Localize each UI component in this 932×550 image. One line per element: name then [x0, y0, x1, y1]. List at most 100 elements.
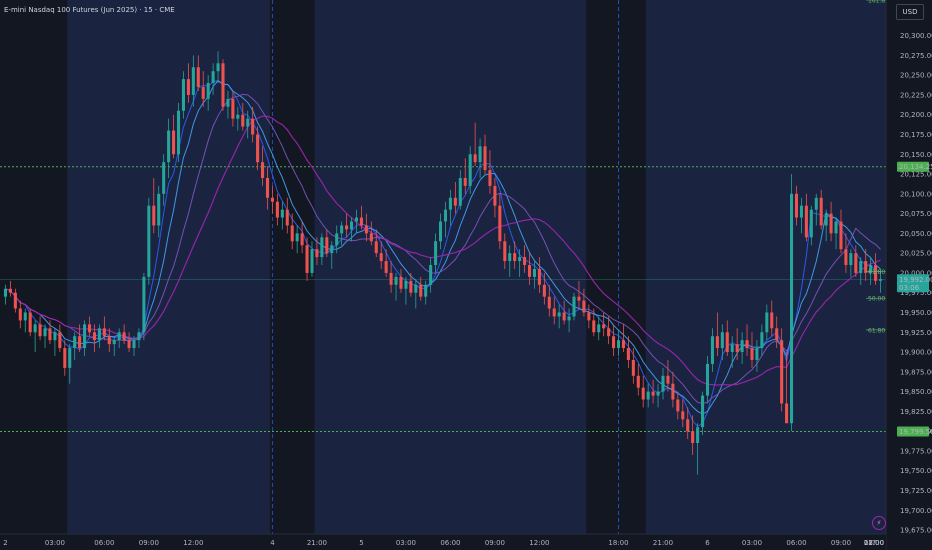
candle-body — [211, 71, 215, 84]
candle — [854, 245, 858, 277]
candle — [265, 166, 270, 210]
candle-body — [696, 427, 700, 444]
candle-body — [874, 265, 878, 281]
candle-body — [701, 395, 705, 428]
lightning-icon[interactable]: ⚡ — [872, 516, 886, 530]
candle-body — [38, 324, 42, 337]
candle-body — [389, 272, 393, 285]
candle — [740, 332, 744, 364]
candle — [216, 51, 220, 84]
candle — [770, 300, 774, 337]
candle-body — [404, 280, 408, 289]
candle — [13, 288, 17, 313]
candle-body — [236, 114, 240, 119]
candle — [290, 213, 294, 250]
price-tick-label: 19,750.00 — [900, 467, 932, 475]
candle — [112, 336, 116, 356]
candle-body — [285, 209, 289, 226]
time-tick-label: 12:00 — [529, 539, 549, 547]
candle-body — [641, 387, 645, 400]
candle — [671, 371, 675, 408]
candle — [646, 383, 650, 408]
candle-body — [790, 193, 794, 424]
candle-body — [176, 110, 181, 155]
price-tick-label: 20,225.00 — [900, 91, 932, 99]
candle-body — [246, 118, 250, 127]
upper-level-tag-value: 20,134.25 — [899, 163, 932, 171]
candle — [18, 300, 22, 329]
candle — [814, 193, 818, 226]
candle-body — [730, 344, 734, 353]
candle-body — [280, 209, 284, 218]
candle — [23, 308, 27, 333]
candle — [765, 304, 769, 341]
candle-body — [532, 268, 536, 277]
candle-body — [53, 332, 57, 341]
candle-body — [152, 205, 156, 226]
candle — [305, 237, 309, 281]
candle — [478, 138, 482, 178]
candle-body — [443, 209, 448, 222]
candle-body — [429, 265, 433, 285]
price-tick-label: 20,125.00 — [900, 171, 932, 179]
candle-body — [448, 197, 452, 210]
candle-body — [261, 162, 265, 178]
candle — [463, 158, 467, 194]
candle-body — [602, 324, 606, 329]
moving-average-line — [5, 80, 881, 428]
candle-body — [597, 324, 601, 333]
candle — [720, 324, 724, 360]
candle-body — [582, 300, 586, 313]
candle — [483, 134, 487, 175]
candle-body — [162, 162, 166, 194]
candle — [191, 55, 195, 107]
candle — [162, 154, 166, 206]
candle — [755, 340, 759, 372]
price-tick-label: 19,775.00 — [900, 447, 932, 455]
candle-body — [705, 363, 710, 396]
candle-body — [23, 312, 27, 321]
candle-body — [562, 312, 566, 321]
candle-body — [354, 217, 359, 222]
currency-button[interactable]: USD — [896, 4, 924, 20]
candle-body — [8, 288, 12, 293]
time-axis[interactable]: 2 03:00 06:00 09:00 12:00 4 21:00 5 03:00 06:00 09… — [0, 533, 886, 550]
candle — [340, 221, 344, 246]
candle — [419, 276, 423, 301]
candle — [369, 221, 373, 246]
candle — [705, 356, 710, 404]
candle-body — [112, 340, 116, 345]
candle-body — [552, 308, 556, 317]
candle — [186, 63, 190, 103]
time-tick-label: 03:00 — [742, 539, 762, 547]
candle — [241, 102, 245, 131]
candle-body — [87, 324, 92, 333]
moving-average-line — [5, 115, 881, 386]
candle — [335, 225, 339, 254]
candle — [597, 316, 601, 341]
candle-body — [330, 245, 334, 254]
candle-body — [33, 324, 37, 333]
candle — [3, 284, 8, 305]
candle-body — [676, 399, 680, 412]
candle — [315, 237, 319, 266]
candle — [443, 201, 448, 238]
candle — [715, 312, 719, 356]
candle — [157, 185, 161, 238]
candle-body — [636, 375, 640, 388]
candle-body — [191, 67, 195, 95]
candle-body — [473, 154, 477, 163]
time-tick-label: 18:00 — [864, 539, 884, 547]
candle-body — [592, 320, 596, 333]
candle-body — [409, 280, 413, 293]
candle — [256, 126, 260, 171]
candle — [354, 209, 359, 234]
candle — [760, 324, 764, 356]
candle — [167, 118, 171, 178]
candle — [824, 209, 828, 242]
candle-body — [340, 225, 344, 234]
candle — [251, 106, 255, 143]
candle-body — [117, 332, 121, 341]
